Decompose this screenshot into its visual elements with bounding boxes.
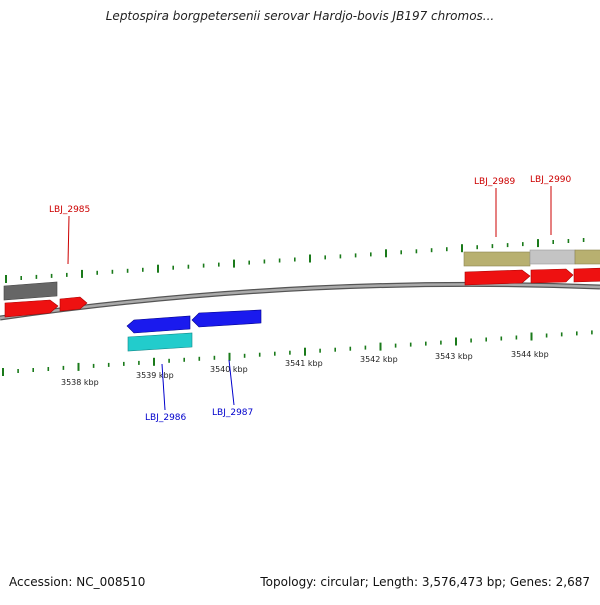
gene-feature-lbj-2987[interactable] bbox=[191, 309, 262, 328]
scale-label-3539: 3539 kbp bbox=[136, 371, 174, 380]
gene-feature-dark[interactable] bbox=[3, 281, 58, 301]
gene-feature-lbj-2986[interactable] bbox=[127, 332, 193, 352]
gene-feature-forward-edge[interactable] bbox=[573, 267, 600, 283]
gene-feature-lbj-2990[interactable] bbox=[529, 249, 576, 265]
scale-label-3541: 3541 kbp bbox=[285, 359, 323, 368]
scale-label-3538: 3538 kbp bbox=[61, 378, 99, 387]
upper-tick-track bbox=[5, 238, 585, 283]
accession-label: Accession: NC_008510 bbox=[9, 575, 146, 589]
gene-label-lbj-2987[interactable]: LBJ_2987 bbox=[212, 408, 253, 418]
chromosome-title: Leptospira borgpetersenii serovar Hardjo… bbox=[105, 9, 495, 23]
gene-feature-olive-right[interactable] bbox=[574, 249, 600, 265]
gene-feature-forward-right[interactable] bbox=[530, 268, 574, 284]
scale-label-3544: 3544 kbp bbox=[511, 350, 549, 359]
gene-label-lbj-2985[interactable]: LBJ_2985 bbox=[49, 205, 90, 215]
gene-feature-reverse[interactable] bbox=[126, 315, 191, 334]
chromosome-backbone-highlight bbox=[0, 283, 600, 320]
genome-summary: Topology: circular; Length: 3,576,473 bp… bbox=[260, 575, 590, 589]
gene-feature-olive[interactable] bbox=[463, 251, 531, 267]
gene-feature-lbj-2985[interactable] bbox=[59, 296, 88, 312]
leader-line-lbj-2985 bbox=[67, 215, 70, 265]
leader-line-lbj-2987 bbox=[228, 359, 235, 406]
gene-label-lbj-2986[interactable]: LBJ_2986 bbox=[145, 413, 187, 423]
gene-feature-forward[interactable] bbox=[4, 299, 59, 318]
scale-label-3543: 3543 kbp bbox=[435, 352, 473, 361]
leader-line-lbj-2986 bbox=[161, 363, 166, 411]
gene-label-lbj-2989[interactable]: LBJ_2989 bbox=[474, 177, 516, 187]
scale-label-3540: 3540 kbp bbox=[210, 365, 248, 374]
scale-label-3542: 3542 kbp bbox=[360, 355, 398, 364]
gene-feature-lbj-2989[interactable] bbox=[464, 269, 531, 286]
lower-tick-track bbox=[2, 330, 593, 376]
gene-label-lbj-2990[interactable]: LBJ_2990 bbox=[530, 175, 572, 185]
